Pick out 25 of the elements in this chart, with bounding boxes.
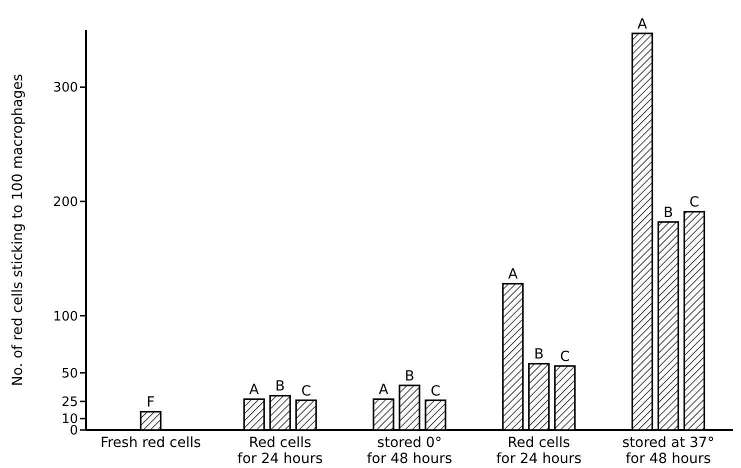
x-tick-label: stored 0° for 48 hours (366, 435, 452, 467)
y-tick-label: 0 (70, 424, 78, 439)
text: C (430, 383, 440, 400)
text: C (689, 194, 700, 211)
text: A (378, 382, 388, 398)
series-label: F (146, 394, 155, 411)
x-tick-label: Red cells for 24 hours (237, 435, 323, 467)
series-label: B (275, 378, 285, 395)
y-tick-label: 50 (61, 366, 78, 382)
text: C (560, 349, 570, 365)
x-tick-label: Fresh red cells (100, 435, 201, 451)
series-label: C (301, 383, 312, 400)
text: B (663, 205, 674, 221)
y-tick-label: 300 (53, 80, 78, 96)
x-tick-label: stored at 37° for 48 hours (622, 435, 714, 467)
y-tick-label: 25 (61, 394, 78, 410)
x-tick-label: Red cells for 24 hours (496, 435, 582, 467)
series-label: A (249, 382, 260, 398)
y-axis-title: No. of red cells sticking to 100 macrophages (10, 74, 26, 386)
y-tick-label: 100 (53, 309, 78, 324)
text: B (534, 346, 544, 363)
y-tick-label: 200 (53, 194, 78, 210)
text: A (638, 16, 648, 32)
text: B (404, 368, 414, 384)
text: A (508, 266, 518, 283)
